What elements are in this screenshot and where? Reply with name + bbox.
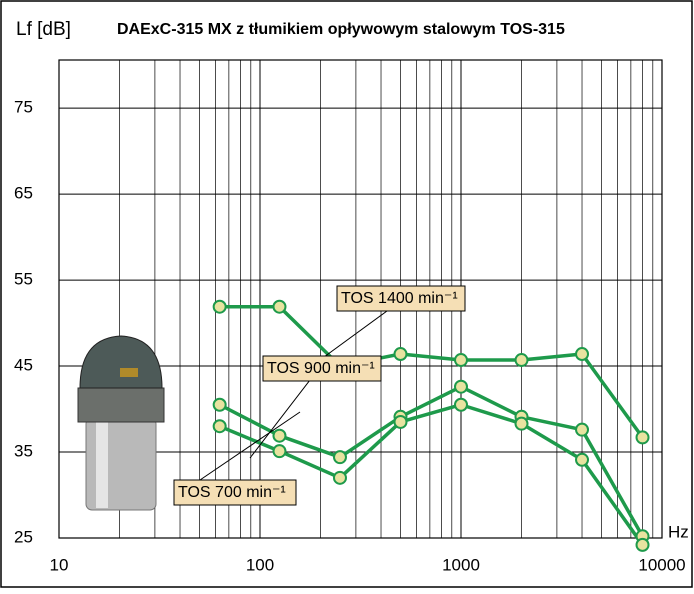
y-tick-label: 65 xyxy=(14,184,33,203)
data-point xyxy=(394,416,406,428)
fan-image xyxy=(78,336,164,510)
x-tick-label: 10 xyxy=(50,555,69,574)
y-axis-label: Lf [dB] xyxy=(16,19,71,40)
data-point xyxy=(273,430,285,442)
data-point xyxy=(455,354,467,366)
legend-label: TOS 900 min⁻¹ xyxy=(267,360,375,377)
chart: Lf [dB] DAExC-315 MX z tłumikiem opływow… xyxy=(0,0,694,589)
data-point xyxy=(637,539,649,551)
x-tick-label: 1000 xyxy=(442,555,480,574)
legend-label: TOS 1400 min⁻¹ xyxy=(341,290,458,307)
fan-highlight xyxy=(96,420,108,508)
data-point xyxy=(576,348,588,360)
data-point xyxy=(334,472,346,484)
data-point xyxy=(214,399,226,411)
y-tick-label: 55 xyxy=(14,270,33,289)
data-point xyxy=(516,354,528,366)
data-point xyxy=(455,381,467,393)
y-tick-label: 35 xyxy=(14,442,33,461)
data-point xyxy=(576,454,588,466)
data-point xyxy=(334,451,346,463)
data-point xyxy=(394,348,406,360)
fan-base xyxy=(78,388,164,422)
y-tick-label: 45 xyxy=(14,356,33,375)
x-tick-label: 10000 xyxy=(638,555,685,574)
data-point xyxy=(273,301,285,313)
data-point xyxy=(516,418,528,430)
legend-label: TOS 700 min⁻¹ xyxy=(178,484,286,501)
data-point xyxy=(455,399,467,411)
y-tick-label: 25 xyxy=(14,527,33,546)
data-point xyxy=(214,301,226,313)
data-point xyxy=(576,424,588,436)
fan-plate xyxy=(120,368,138,377)
x-unit-label: Hz xyxy=(668,522,689,541)
data-point xyxy=(214,420,226,432)
x-tick-label: 100 xyxy=(246,555,274,574)
data-point xyxy=(273,445,285,457)
chart-title: DAExC-315 MX z tłumikiem opływowym stalo… xyxy=(117,21,565,38)
y-tick-label: 75 xyxy=(14,98,33,117)
data-point xyxy=(637,431,649,443)
